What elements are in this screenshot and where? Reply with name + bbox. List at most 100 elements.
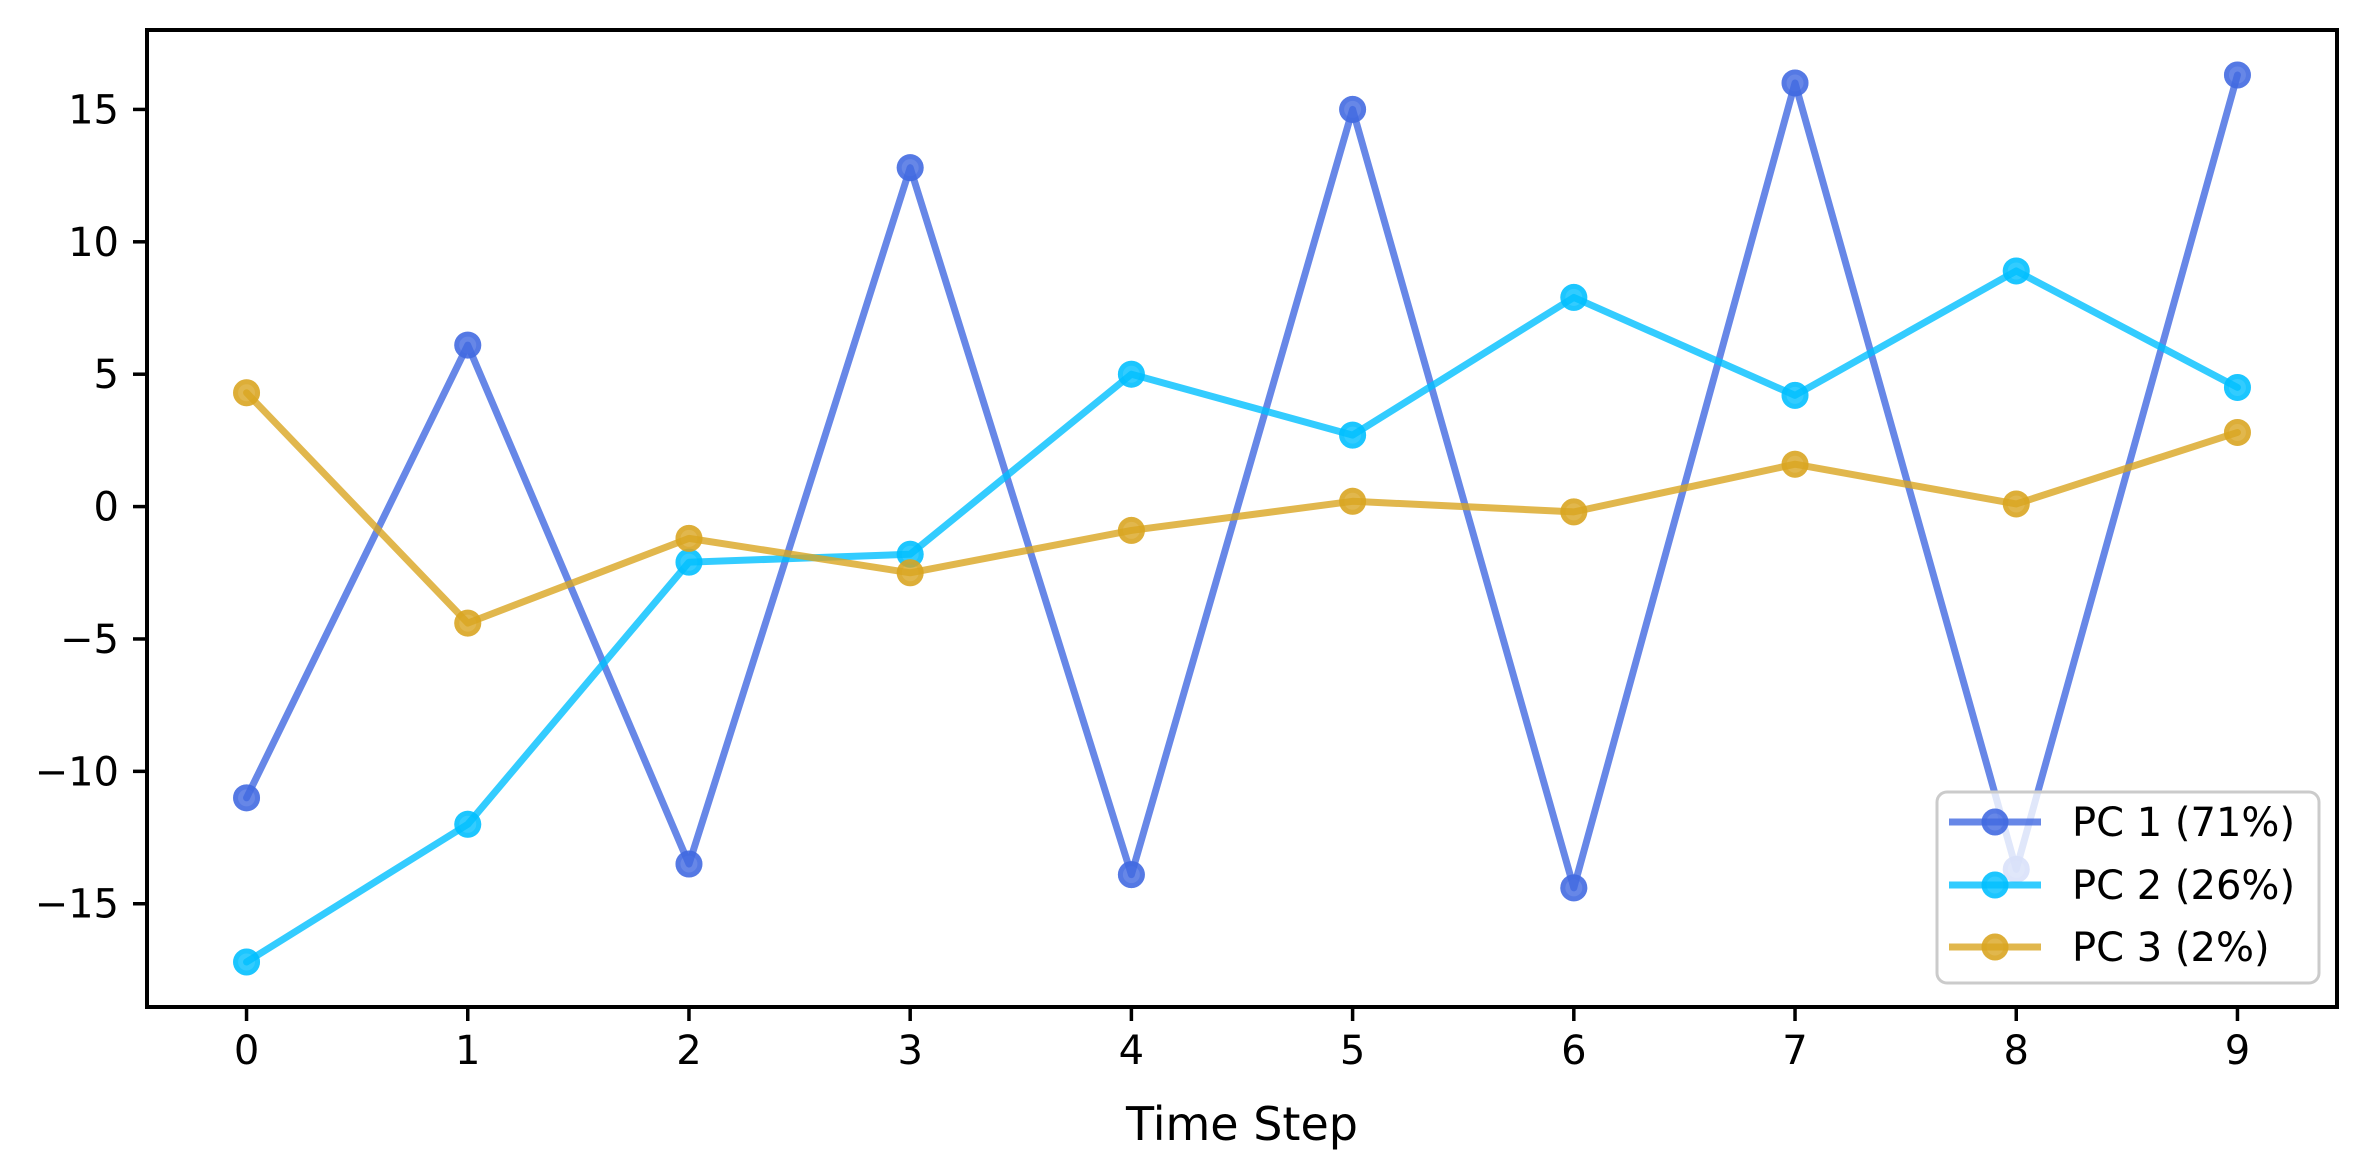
legend-item-label: PC 1 (71%)	[2072, 800, 2295, 846]
legend-item-pc-3: PC 3 (2%)	[1949, 925, 2270, 971]
marker-fill	[1117, 861, 1145, 889]
x-axis-label: Time Step	[1125, 1097, 1358, 1151]
data-point-pc-3-x7	[1781, 450, 1809, 478]
series-line-pc-2	[243, 267, 2241, 966]
marker-fill	[675, 524, 703, 552]
marker-rim	[675, 850, 703, 878]
marker-rim	[675, 524, 703, 552]
x-tick-label: 2	[676, 1028, 701, 1074]
x-tick-label: 0	[234, 1028, 259, 1074]
marker-rim	[1781, 69, 1809, 97]
data-point-pc-1-x6	[1560, 874, 1588, 902]
y-tick-label: −10	[35, 749, 119, 795]
marker-rim	[1781, 381, 1809, 409]
marker-rim	[1560, 874, 1588, 902]
x-tick-label: 3	[897, 1028, 922, 1074]
marker-rim	[454, 331, 482, 359]
data-point-pc-3-x5	[1339, 487, 1367, 515]
marker-fill	[233, 379, 261, 407]
marker-rim	[454, 609, 482, 637]
marker-rim	[233, 948, 261, 976]
y-tick-label: 10	[68, 220, 119, 266]
marker-rim	[2223, 418, 2251, 446]
marker-rim	[2223, 373, 2251, 401]
x-tick-label: 9	[2225, 1028, 2250, 1074]
marker-fill	[1560, 498, 1588, 526]
x-tick-label: 4	[1119, 1028, 1144, 1074]
series-line-pc-3	[243, 389, 2241, 627]
marker-rim	[1560, 498, 1588, 526]
data-point-pc-2-x7	[1781, 381, 1809, 409]
marker-rim	[1117, 360, 1145, 388]
marker-fill	[2002, 490, 2030, 518]
marker-fill	[1560, 874, 1588, 902]
legend-item-label: PC 2 (26%)	[2072, 863, 2295, 909]
marker-rim	[1339, 487, 1367, 515]
marker-fill	[896, 154, 924, 182]
legend-frame	[1935, 790, 2321, 985]
y-tick-label: 0	[94, 485, 119, 531]
marker-fill	[1981, 808, 2009, 836]
y-tick-label: 5	[94, 352, 119, 398]
marker-rim	[1981, 808, 2009, 836]
data-point-pc-2-x6	[1560, 283, 1588, 311]
series-line-pc-1	[243, 71, 2241, 892]
y-tick-label: 15	[68, 87, 119, 133]
data-point-pc-2-x5	[1339, 421, 1367, 449]
marker-rim	[454, 810, 482, 838]
data-point-pc-2-x1	[454, 810, 482, 838]
marker-fill	[2002, 257, 2030, 285]
marker-fill	[1781, 450, 1809, 478]
marker-rim	[1560, 283, 1588, 311]
data-point-pc-1-x4	[1117, 861, 1145, 889]
legend-marker-icon	[1981, 871, 2009, 899]
legend-item-label: PC 3 (2%)	[2072, 925, 2270, 971]
legend-marker-icon	[1981, 808, 2009, 836]
marker-fill	[1781, 381, 1809, 409]
x-tick-label: 8	[2004, 1028, 2029, 1074]
data-point-pc-1-x7	[1781, 69, 1809, 97]
marker-fill	[896, 540, 924, 568]
axes-spines	[145, 28, 2339, 1009]
data-point-pc-3-x2	[675, 524, 703, 552]
y-tick-label: −5	[60, 617, 119, 663]
series-pc-2	[233, 257, 2251, 976]
marker-fill	[454, 331, 482, 359]
marker-rim	[1781, 450, 1809, 478]
marker-rim	[1339, 95, 1367, 123]
marker-rim	[896, 559, 924, 587]
marker-fill	[1339, 487, 1367, 515]
data-point-pc-3-x4	[1117, 516, 1145, 544]
data-point-pc-3-x6	[1560, 498, 1588, 526]
marker-fill	[1981, 871, 2009, 899]
legend-item-pc-1: PC 1 (71%)	[1949, 800, 2295, 846]
legend-item-pc-2: PC 2 (26%)	[1949, 863, 2295, 909]
data-point-pc-3-x1	[454, 609, 482, 637]
data-point-pc-3-x0	[233, 379, 261, 407]
marker-fill	[233, 784, 261, 812]
marker-rim	[233, 379, 261, 407]
legend-marker-icon	[1981, 933, 2009, 961]
data-point-pc-3-x8	[2002, 490, 2030, 518]
marker-rim	[2223, 61, 2251, 89]
data-point-pc-2-x0	[233, 948, 261, 976]
marker-fill	[675, 548, 703, 576]
marker-rim	[1117, 516, 1145, 544]
y-tick-label: −15	[35, 882, 119, 928]
marker-rim	[1339, 421, 1367, 449]
data-point-pc-1-x0	[233, 784, 261, 812]
x-tick-label: 1	[455, 1028, 480, 1074]
data-point-pc-1-x1	[454, 331, 482, 359]
data-point-pc-2-x4	[1117, 360, 1145, 388]
marker-rim	[1117, 861, 1145, 889]
marker-fill	[2223, 373, 2251, 401]
marker-fill	[2223, 61, 2251, 89]
marker-fill	[1117, 516, 1145, 544]
series-pc-3	[233, 379, 2251, 637]
data-point-pc-1-x5	[1339, 95, 1367, 123]
marker-rim	[1981, 933, 2009, 961]
data-point-pc-2-x2	[675, 548, 703, 576]
marker-rim	[1981, 871, 2009, 899]
